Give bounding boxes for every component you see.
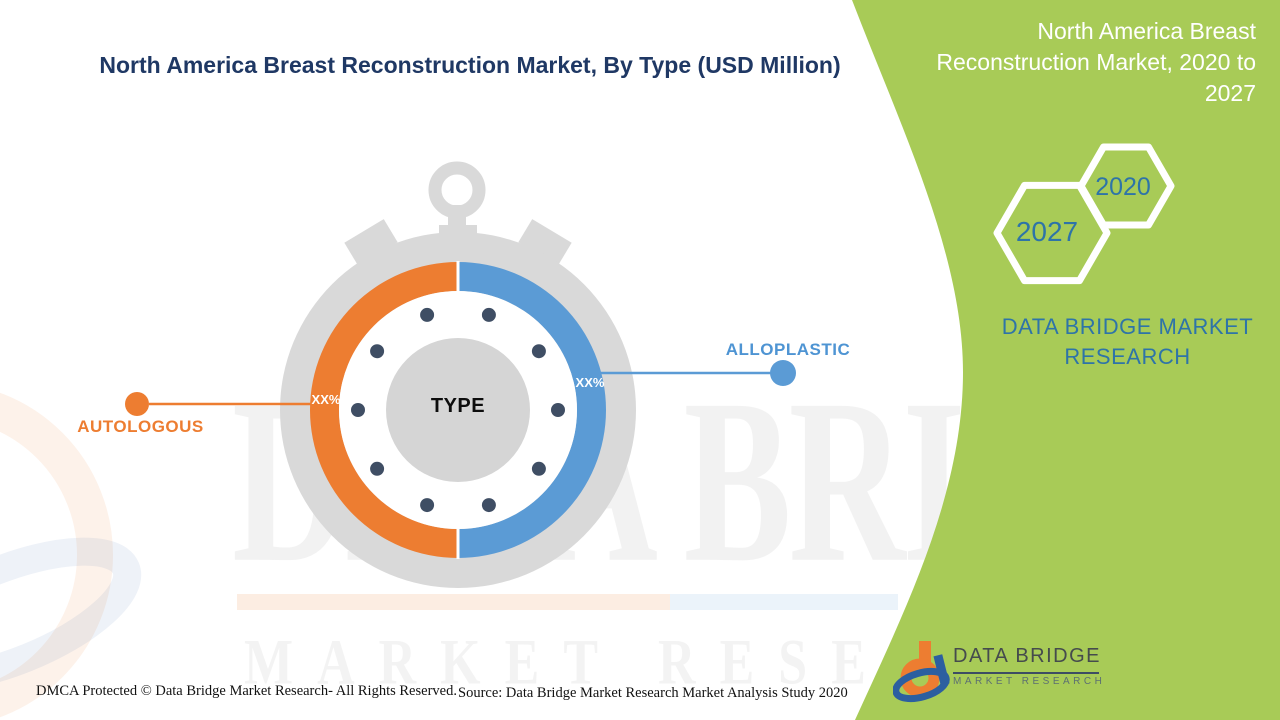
year-2020-label: 2020	[1095, 173, 1151, 201]
autologous-label: AUTOLOGOUS	[77, 417, 204, 436]
autologous-callout-dot	[125, 392, 149, 416]
autologous-share-label: XX%	[311, 392, 341, 407]
logo-divider	[953, 672, 1099, 674]
green-swoosh-shape	[852, 0, 1280, 720]
autologous-segment	[310, 262, 458, 558]
brand-text: DATA BRIDGE MARKET RESEARCH	[995, 312, 1260, 372]
panel-heading-line3: 2027	[1204, 80, 1256, 106]
logo-secondary-text: MARKET RESEARCH	[953, 676, 1106, 687]
segment-seam-top	[456, 261, 460, 292]
logo-mark-icon	[893, 641, 950, 703]
year-2027-label: 2027	[1015, 216, 1079, 247]
segment-seam-bottom	[456, 528, 460, 559]
watermark-strip-orange	[237, 594, 670, 610]
main-title: North America Breast Reconstruction Mark…	[99, 52, 841, 78]
alloplastic-share-label: XX%	[575, 375, 605, 390]
stopwatch-left-button-icon	[344, 219, 398, 266]
stopwatch-right-button-icon	[518, 219, 572, 266]
alloplastic-segment	[458, 262, 606, 558]
dial-center-circle	[386, 338, 530, 482]
panel-heading: North America Breast Reconstruction Mark…	[900, 16, 1256, 109]
hexagon-2027	[993, 181, 1111, 285]
watermark-strip-blue	[670, 594, 898, 610]
brand-text-line2: RESEARCH	[1064, 344, 1191, 369]
dmca-text: DMCA Protected © Data Bridge Market Rese…	[36, 683, 457, 699]
brand-text-line1: DATA BRIDGE MARKET	[1001, 314, 1254, 339]
type-center-label: TYPE	[430, 395, 486, 417]
logo-primary-text: DATA BRIDGE	[953, 645, 1102, 667]
panel-strip	[0, 0, 208, 15]
alloplastic-callout-dot	[770, 360, 796, 386]
alloplastic-label: ALLOPLASTIC	[725, 340, 851, 359]
clock-dots	[351, 307, 565, 513]
panel-heading-line2: Reconstruction Market, 2020 to	[936, 49, 1256, 75]
panel-heading-line1: North America Breast	[1037, 18, 1256, 44]
source-text: Source: Data Bridge Market Research Mark…	[458, 685, 848, 701]
dbmr-logo: DATA BRIDGE MARKET RESEARCH	[893, 638, 1123, 708]
